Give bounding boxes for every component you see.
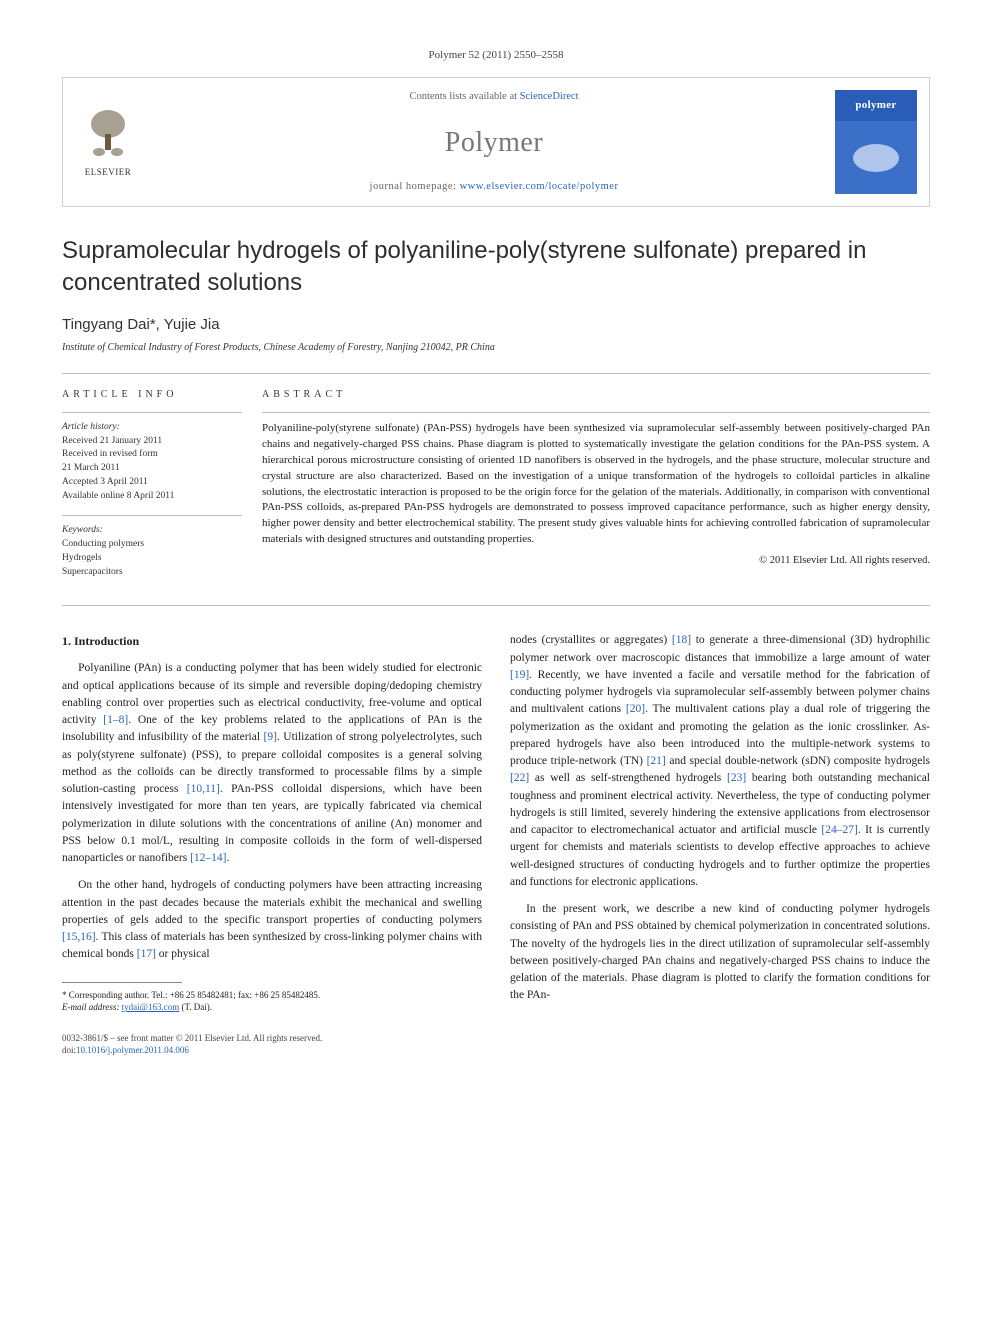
body-paragraph: On the other hand, hydrogels of conducti… [62,877,482,963]
reference-link[interactable]: [18] [672,634,691,646]
header-center: Contents lists available at ScienceDirec… [153,78,835,206]
body-right-column: nodes (crystallites or aggregates) [18] … [510,632,930,1057]
reference-link[interactable]: [17] [137,948,156,960]
page-footer: 0032-3861/$ – see front matter © 2011 El… [62,1032,482,1057]
journal-cover-thumbnail: polymer [835,90,917,194]
divider [262,412,930,413]
divider [62,515,242,516]
reference-link[interactable]: [21] [647,755,666,767]
section-heading: 1. Introduction [62,632,482,650]
authors: Tingyang Dai*, Yujie Jia [62,314,930,335]
article-info-header: ARTICLE INFO [62,388,242,402]
keyword: Conducting polymers [62,538,242,552]
body-left-column: 1. Introduction Polyaniline (PAn) is a c… [62,632,482,1057]
cover-label: polymer [855,98,896,113]
journal-name: Polymer [153,123,835,162]
publisher-logo: ELSEVIER [63,100,153,185]
doi-prefix: doi: [62,1045,76,1055]
reference-link[interactable]: [23] [727,772,746,784]
email-suffix: (T. Dai). [179,1002,212,1012]
body-paragraph: nodes (crystallites or aggregates) [18] … [510,632,930,891]
online-date: Available online 8 April 2011 [62,490,242,504]
reference-link[interactable]: [22] [510,772,529,784]
journal-header-box: ELSEVIER Contents lists available at Sci… [62,77,930,207]
abstract-copyright: © 2011 Elsevier Ltd. All rights reserved… [262,554,930,569]
reference-link[interactable]: [1–8] [103,714,128,726]
email-label: E-mail address: [62,1002,122,1012]
body-paragraph: Polyaniline (PAn) is a conducting polyme… [62,660,482,867]
front-matter-line: 0032-3861/$ – see front matter © 2011 El… [62,1032,482,1045]
body-paragraph: In the present work, we describe a new k… [510,901,930,1005]
corr-email-link[interactable]: tydai@163.com [122,1002,180,1012]
reference-link[interactable]: [15,16] [62,931,96,943]
reference-link[interactable]: [10,11] [187,783,220,795]
corresponding-author-footnote: * Corresponding author. Tel.: +86 25 854… [62,989,482,1014]
history-label: Article history: [62,421,242,435]
corr-author-line: * Corresponding author. Tel.: +86 25 854… [62,989,482,1002]
reference-link[interactable]: [24–27] [821,824,857,836]
reference-link[interactable]: [12–14] [190,852,226,864]
sciencedirect-link[interactable]: ScienceDirect [520,91,579,102]
homepage-prefix: journal homepage: [370,181,460,192]
contents-available-line: Contents lists available at ScienceDirec… [153,90,835,105]
journal-reference: Polymer 52 (2011) 2550–2558 [62,48,930,63]
affiliation: Institute of Chemical Industry of Forest… [62,341,930,355]
reference-link[interactable]: [9] [264,731,277,743]
keyword: Hydrogels [62,552,242,566]
abstract-column: ABSTRACT Polyaniline-poly(styrene sulfon… [262,388,930,592]
abstract-text: Polyaniline-poly(styrene sulfonate) (PAn… [262,421,930,549]
cover-graphic-icon [853,144,899,172]
received-date: Received 21 January 2011 [62,435,242,449]
publisher-name: ELSEVIER [85,166,132,179]
reference-link[interactable]: [19] [510,669,529,681]
keywords-label: Keywords: [62,524,242,538]
divider [62,373,930,374]
contents-prefix: Contents lists available at [409,91,519,102]
article-title: Supramolecular hydrogels of polyaniline-… [62,235,930,297]
divider [62,605,930,606]
divider [62,412,242,413]
journal-homepage-line: journal homepage: www.elsevier.com/locat… [153,180,835,195]
accepted-date: Accepted 3 April 2011 [62,476,242,490]
elsevier-tree-icon [79,106,137,164]
homepage-link[interactable]: www.elsevier.com/locate/polymer [460,181,619,192]
keyword: Supercapacitors [62,566,242,580]
revised-date: Received in revised form 21 March 2011 [62,448,242,476]
article-info-sidebar: ARTICLE INFO Article history: Received 2… [62,388,262,592]
footnote-divider [62,982,182,983]
doi-link[interactable]: 10.1016/j.polymer.2011.04.006 [76,1045,189,1055]
abstract-header: ABSTRACT [262,388,930,402]
reference-link[interactable]: [20] [626,703,645,715]
